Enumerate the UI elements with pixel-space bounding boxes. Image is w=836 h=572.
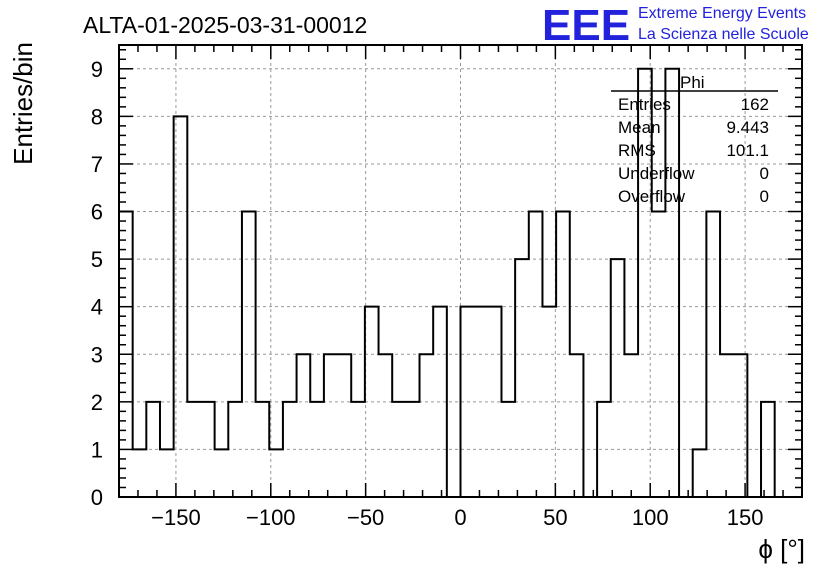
histogram-bin [652,212,666,497]
stats-row-value: 0 [760,187,769,206]
histogram-bin [501,402,515,497]
histogram-bin [406,402,420,497]
x-axis-label: ϕ [°] [758,534,805,564]
y-tick-label: 3 [91,342,103,367]
histogram-bin [693,449,707,497]
y-axis-label: Entries/bin [8,42,38,165]
x-tick-label: −100 [246,505,296,530]
chart-title: ALTA-01-2025-03-31-00012 [83,12,367,38]
histogram-bin [556,212,570,497]
stats-row-value: 162 [741,95,769,114]
histogram-bin [187,402,201,497]
histogram-bin [201,402,215,497]
logo-line-1: Extreme Energy Events [638,5,806,22]
histogram-bin [474,307,488,497]
histogram-bin [597,402,611,497]
histogram-bin [379,354,393,497]
histogram-bin [433,307,447,497]
histogram-bin [761,402,775,497]
x-tick-label: 0 [454,505,466,530]
histogram-bin [242,212,256,497]
stats-row-value: 9.443 [726,118,769,137]
stats-row-label: Overflow [618,187,686,206]
stats-title: Phi [680,73,705,92]
histogram-series [118,67,802,498]
histogram-bin [351,402,365,497]
histogram-bin [338,354,352,497]
x-tick-labels: −150 −100 −50 0 50 100 150 [151,505,763,530]
histogram-bin [146,402,160,497]
histogram-bin [611,259,625,497]
histogram-bin [365,307,379,497]
histogram-bin [297,354,311,497]
x-tick-label: −150 [151,505,201,530]
histogram-bin [174,116,188,497]
stats-row-label: Mean [618,118,661,137]
y-tick-label: 6 [91,200,103,225]
histogram-bin [392,402,406,497]
stats-row-label: Underflow [618,164,695,183]
y-tick-labels: 0 1 2 3 4 5 6 7 8 9 [91,57,103,510]
histogram-bin [624,354,638,497]
histogram-bin [283,402,297,497]
x-tick-label: 50 [543,505,567,530]
x-tick-label: −50 [347,505,384,530]
x-tick-label: 150 [727,505,764,530]
histogram-bin [570,354,584,497]
histogram-bin [324,354,338,497]
histogram-bin [488,307,502,497]
histogram-bin [420,354,434,497]
stats-row-value: 0 [760,164,769,183]
stats-box: Phi Entries 162 Mean 9.443 RMS 101.1 Underflow… [611,73,778,206]
histogram-bin [215,449,229,497]
x-tick-label: 100 [632,505,669,530]
histogram-bin [734,354,748,497]
eee-logo-mark: EEE [542,1,630,50]
y-tick-label: 1 [91,437,103,462]
histogram-bin [529,212,543,497]
histogram-bin [542,307,556,497]
y-tick-label: 0 [91,485,103,510]
y-tick-label: 9 [91,57,103,82]
logo-line-2: La Scienza nelle Scuole [638,26,809,43]
histogram-bin [720,354,734,497]
stats-row-value: 101.1 [726,141,769,160]
stats-row-label: RMS [618,141,656,160]
histogram-bin [256,402,270,497]
y-tick-label: 5 [91,247,103,272]
histogram-bin [706,212,720,497]
y-tick-label: 7 [91,152,103,177]
histogram-bin [160,449,174,497]
histogram-bin [133,449,147,497]
histogram-bin [310,402,324,497]
histogram-bin [515,259,529,497]
histogram-bin [665,69,679,497]
axis-ticks [119,45,802,498]
eee-logo: EEE Extreme Energy Events La Scienza nel… [542,1,809,50]
y-tick-label: 4 [91,295,103,320]
stats-row-label: Entries [618,95,671,114]
y-tick-label: 2 [91,390,103,415]
histogram-bin [461,307,475,497]
histogram-bin [228,402,242,497]
y-tick-label: 8 [91,104,103,129]
